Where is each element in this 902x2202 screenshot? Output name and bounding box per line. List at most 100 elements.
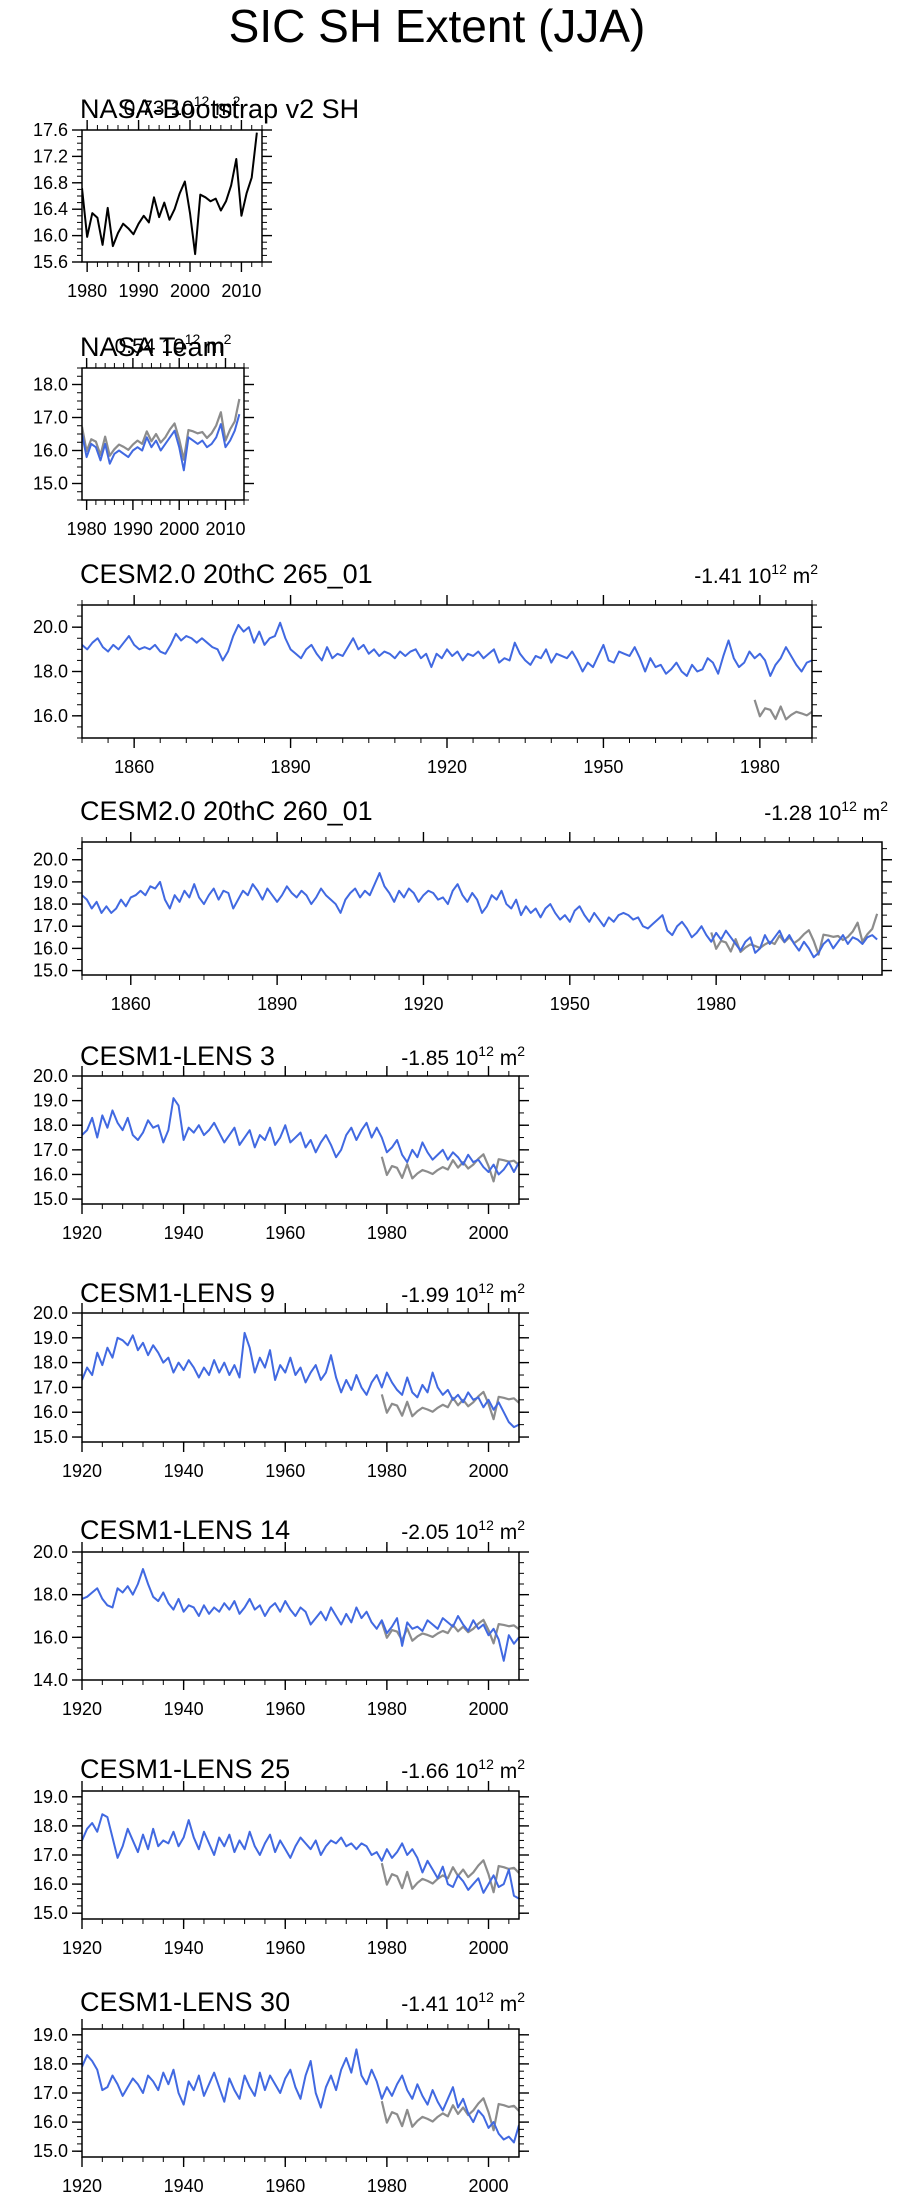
x-tick-label: 1980: [67, 519, 107, 539]
y-tick-label: 15.6: [33, 252, 68, 272]
y-tick-label: 16.0: [33, 441, 68, 461]
x-tick-label: 1890: [271, 757, 311, 777]
y-tick-label: 20.0: [33, 850, 68, 870]
y-tick-label: 18.0: [33, 375, 68, 395]
panel-title: NASA Team: [80, 332, 225, 362]
y-tick-label: 20.0: [33, 1303, 68, 1323]
x-tick-label: 2000: [468, 2176, 508, 2196]
x-tick-label: 2010: [221, 281, 261, 301]
obs-series-line: [82, 398, 241, 461]
y-tick-label: 17.0: [33, 1140, 68, 1160]
chart-panel: 1980 1990 2000 2010 15.0 16.0 17.0 18.0 NASA Tea…: [33, 331, 254, 539]
x-tick-label: 2000: [468, 1461, 508, 1481]
obs-series-line: [82, 132, 258, 256]
x-tick-label: 1920: [62, 1938, 102, 1958]
y-tick-label: 16.0: [33, 1164, 68, 1184]
y-tick-label: 14.0: [33, 1670, 68, 1690]
y-tick-label: 15.0: [33, 1427, 68, 1447]
y-tick-label: 18.0: [33, 1816, 68, 1836]
model-series-line: [82, 1331, 519, 1429]
x-tick-label: 1960: [265, 1223, 305, 1243]
x-tick-label: 1990: [113, 519, 153, 539]
chart-panel: 1920 1940 1960 1980 2000 15.0 16.0 17.0 18.0 19.0…: [33, 1041, 529, 1243]
x-tick-label: 1940: [164, 1223, 204, 1243]
x-tick-label: 1920: [62, 1699, 102, 1719]
y-tick-label: 20.0: [33, 1542, 68, 1562]
x-tick-label: 1960: [265, 1938, 305, 1958]
trend-label: -1.41 1012 m2: [694, 561, 818, 588]
y-tick-label: 18.0: [33, 662, 68, 682]
x-tick-label: 1920: [62, 1223, 102, 1243]
y-tick-label: 16.4: [33, 199, 68, 219]
panel-title: CESM1-LENS 30: [80, 1987, 290, 2017]
plot-frame: [81, 1551, 520, 1681]
model-series-line: [82, 621, 812, 677]
trend-label: -2.05 1012 m2: [401, 1517, 525, 1544]
x-tick-label: 1860: [111, 994, 151, 1014]
chart-panel: 1920 1940 1960 1980 2000 14.0 16.0 18.0 20.0 CESM…: [33, 1515, 529, 1719]
obs-series-line: [380, 1153, 519, 1183]
trend-label: 0.73 1012 m2: [124, 93, 241, 120]
obs-series-line: [380, 1618, 519, 1645]
x-tick-label: 1960: [265, 1699, 305, 1719]
x-tick-label: 2000: [468, 1938, 508, 1958]
trend-label: -1.99 1012 m2: [401, 1280, 525, 1307]
y-tick-label: 19.0: [33, 872, 68, 892]
y-tick-label: 19.0: [33, 2025, 68, 2045]
model-series-line: [82, 1568, 519, 1662]
y-tick-label: 17.2: [33, 146, 68, 166]
obs-series-line: [710, 913, 879, 956]
chart-panel: 1860 1890 1920 1950 1980 16.0 18.0 20.0 CESM2.0 …: [33, 559, 822, 777]
y-tick-label: 15.0: [33, 2141, 68, 2161]
y-tick-label: 18.0: [33, 894, 68, 914]
y-tick-label: 17.0: [33, 1377, 68, 1397]
chart-panel: 1920 1940 1960 1980 2000 15.0 16.0 17.0 18.0 19.0…: [33, 1987, 529, 2196]
plot-frame: [81, 841, 883, 976]
plot-frame: [81, 1312, 520, 1443]
x-tick-label: 1890: [257, 994, 297, 1014]
panel-title: CESM1-LENS 9: [80, 1278, 275, 1308]
y-tick-label: 17.6: [33, 120, 68, 140]
trend-label: -1.85 1012 m2: [401, 1043, 525, 1070]
trend-label: -1.66 1012 m2: [401, 1756, 525, 1783]
y-tick-label: 19.0: [33, 1328, 68, 1348]
obs-series-line: [753, 699, 812, 721]
x-tick-label: 2000: [468, 1699, 508, 1719]
y-tick-label: 17.0: [33, 1845, 68, 1865]
panel-title: CESM1-LENS 14: [80, 1515, 290, 1545]
panels: 1980 1990 2000 2010 15.6 16.0 16.4 16.8 17.2 17.6…: [33, 93, 892, 2196]
model-series-line: [82, 1097, 519, 1176]
x-tick-label: 2000: [159, 519, 199, 539]
y-tick-label: 19.0: [33, 1091, 68, 1111]
y-tick-label: 17.0: [33, 408, 68, 428]
chart-panel: 1920 1940 1960 1980 2000 15.0 16.0 17.0 18.0 19.0…: [33, 1754, 529, 1958]
chart-panel: 1980 1990 2000 2010 15.6 16.0 16.4 16.8 17.2 17.6…: [33, 93, 359, 301]
x-tick-label: 1920: [62, 1461, 102, 1481]
x-tick-label: 1980: [696, 994, 736, 1014]
y-tick-label: 20.0: [33, 617, 68, 637]
x-tick-label: 1940: [164, 2176, 204, 2196]
y-tick-label: 15.0: [33, 1903, 68, 1923]
y-tick-label: 16.8: [33, 173, 68, 193]
x-tick-label: 1980: [367, 1223, 407, 1243]
model-series-line: [82, 2048, 519, 2144]
x-tick-label: 1920: [403, 994, 443, 1014]
x-tick-label: 1920: [62, 2176, 102, 2196]
trend-label: -1.28 1012 m2: [764, 798, 888, 825]
y-tick-label: 20.0: [33, 1066, 68, 1086]
y-tick-label: 18.0: [33, 1353, 68, 1373]
y-tick-label: 16.0: [33, 1402, 68, 1422]
panel-title: CESM2.0 20thC 265_01: [80, 559, 373, 589]
model-series-line: [82, 413, 241, 472]
y-tick-label: 16.0: [33, 1874, 68, 1894]
model-series-line: [82, 1813, 519, 1900]
y-tick-label: 15.0: [33, 474, 68, 494]
plot-frame: [81, 1790, 520, 1920]
plot-frame: [81, 129, 263, 263]
trend-label: 0.54 1012 m2: [115, 331, 232, 358]
trend-label: -1.41 1012 m2: [401, 1989, 525, 2016]
y-tick-label: 19.0: [33, 1787, 68, 1807]
x-tick-label: 1980: [367, 1699, 407, 1719]
obs-series-line: [380, 1390, 519, 1421]
